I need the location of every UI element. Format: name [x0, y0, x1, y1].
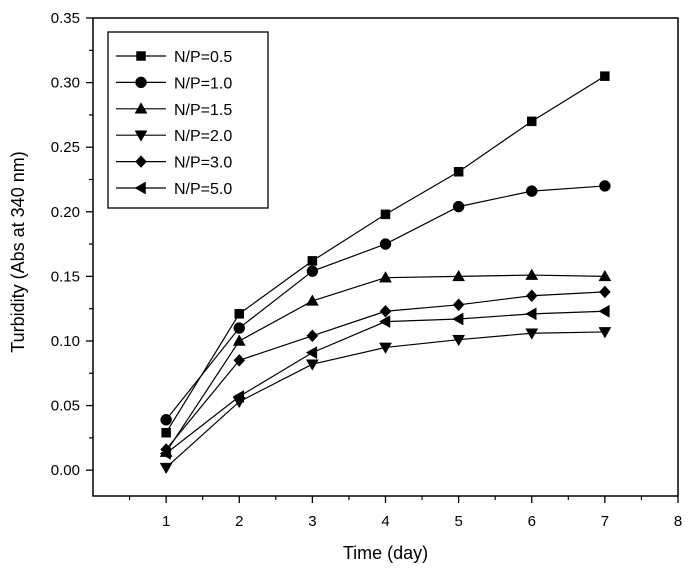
series-group	[159, 71, 612, 475]
data-point	[159, 462, 173, 475]
data-point	[453, 166, 464, 177]
data-point	[379, 238, 392, 250]
data-point	[378, 315, 391, 329]
y-tick-label: 0.15	[51, 268, 80, 285]
data-point	[305, 346, 318, 360]
x-axis: 1 2 3 4 5 6 7 8	[128, 496, 682, 530]
data-point	[452, 312, 464, 326]
legend-item: N/P=3.0	[116, 155, 232, 172]
legend-label: N/P=1.0	[174, 75, 232, 92]
y-tick-label: 0.05	[51, 398, 80, 415]
data-point	[598, 327, 612, 339]
x-tick-label: 2	[235, 513, 243, 530]
data-point	[452, 269, 466, 282]
legend-label: N/P=3.0	[174, 155, 232, 172]
data-point	[305, 294, 319, 306]
data-point	[526, 185, 538, 197]
data-point	[232, 334, 246, 346]
legend-marker	[136, 51, 146, 61]
x-tick-label: 4	[381, 513, 389, 530]
legend-marker	[134, 130, 148, 142]
legend-box	[107, 31, 269, 209]
legend-item: N/P=2.0	[116, 128, 232, 145]
x-tick-label: 7	[601, 513, 609, 530]
legend-marker	[134, 102, 148, 114]
data-point	[232, 390, 244, 403]
y-tick-label: 0.10	[51, 333, 80, 350]
legend-marker	[135, 155, 147, 168]
series-line	[165, 185, 605, 421]
legend-item: N/P=0.5	[116, 49, 232, 66]
y-tick-label: 0.35	[51, 10, 80, 27]
data-point	[600, 71, 610, 81]
y-tick-label: 0.25	[51, 139, 80, 156]
series-line	[165, 274, 605, 453]
y-tick-label: 0.00	[51, 462, 80, 479]
data-point	[452, 334, 466, 347]
x-tick-label: 5	[454, 513, 462, 530]
legend-item: N/P=1.0	[116, 75, 232, 92]
y-tick-label: 0.20	[51, 204, 80, 221]
y-tick-label: 0.30	[51, 75, 80, 92]
legend-marker	[135, 76, 147, 89]
x-tick-label: 3	[308, 513, 316, 530]
data-point	[598, 269, 612, 282]
series-1	[161, 71, 610, 438]
data-point	[599, 285, 611, 299]
series-4	[159, 327, 612, 475]
legend: N/P=0.5 N/P=1.0 N/P=1.5 N/P=2.0 N/P=3.0 N/P=5…	[107, 31, 269, 209]
data-point	[306, 329, 319, 343]
series-3	[159, 268, 612, 457]
legend-label: N/P=0.5	[174, 49, 232, 66]
data-point	[452, 298, 465, 312]
legend-label: N/P=2.0	[174, 128, 232, 145]
data-point	[307, 256, 318, 266]
legend-marker	[134, 181, 146, 195]
data-point	[379, 342, 392, 354]
data-point	[599, 180, 611, 192]
y-axis-title: Turbidity (Abs at 340 nm)	[8, 151, 28, 352]
data-point	[233, 322, 245, 334]
data-point	[234, 309, 244, 319]
data-point	[527, 116, 537, 127]
data-point	[233, 353, 246, 367]
data-point	[379, 304, 392, 318]
series-5	[160, 285, 611, 456]
data-point	[305, 359, 319, 371]
data-point	[598, 304, 610, 318]
data-point	[525, 289, 538, 303]
data-point	[525, 268, 539, 280]
y-axis: 0.00 0.05 0.10 0.15 0.20 0.25 0.30 0.35	[51, 10, 93, 479]
data-point	[525, 307, 537, 321]
legend-item: N/P=1.5	[116, 102, 232, 119]
data-point	[525, 328, 539, 340]
series-2	[160, 180, 611, 426]
x-tick-label: 1	[162, 513, 170, 530]
x-axis-title: Time (day)	[343, 543, 428, 563]
legend-item: N/P=5.0	[116, 181, 232, 198]
data-point	[452, 200, 465, 213]
data-point	[159, 446, 171, 460]
data-point	[380, 209, 391, 220]
data-point	[306, 265, 319, 277]
data-point	[161, 427, 171, 438]
x-tick-label: 8	[674, 513, 682, 530]
x-tick-label: 6	[528, 513, 536, 530]
data-point	[379, 271, 392, 283]
data-point	[160, 414, 172, 426]
legend-label: N/P=1.5	[174, 102, 232, 119]
series-6	[159, 304, 610, 460]
legend-label: N/P=5.0	[174, 181, 232, 198]
